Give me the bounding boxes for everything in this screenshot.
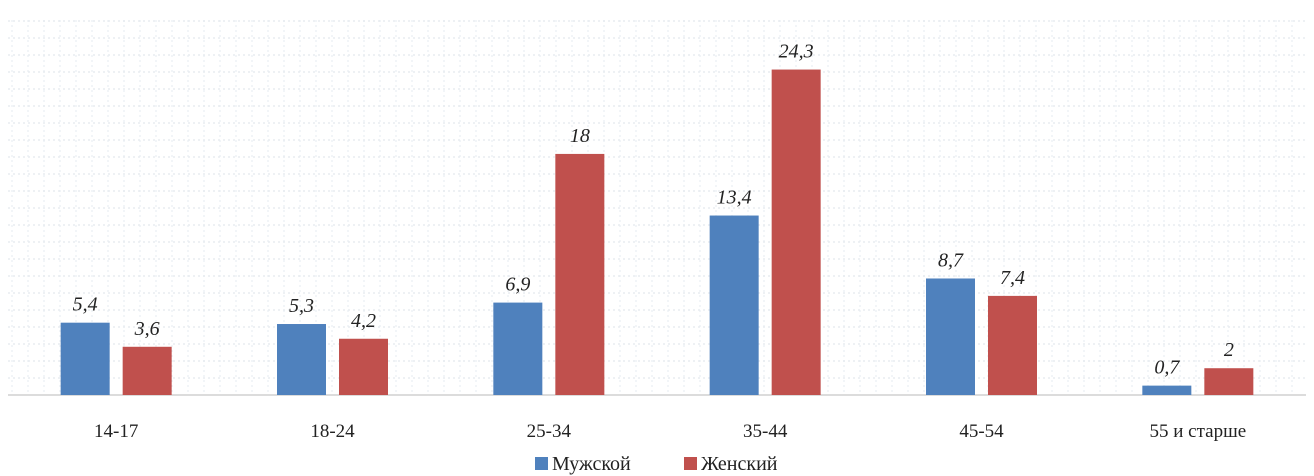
data-label: 7,4	[1000, 267, 1025, 289]
x-tick-label: 14-17	[94, 421, 138, 442]
bar-male-1	[277, 324, 326, 395]
data-label: 24,3	[779, 41, 814, 63]
x-tick-label: 55 и старше	[1150, 421, 1247, 442]
legend-label-female: Женский	[701, 453, 778, 475]
data-label: 4,2	[351, 310, 376, 332]
data-label: 5,4	[73, 294, 98, 316]
legend-swatch-female	[684, 457, 697, 470]
data-label: 8,7	[938, 249, 964, 271]
grid	[8, 20, 1306, 395]
bar-female-1	[339, 338, 388, 395]
bar-female-4	[988, 295, 1037, 395]
x-tick-label: 25-34	[527, 421, 572, 442]
data-label: 13,4	[717, 187, 752, 209]
bar-male-4	[926, 278, 975, 395]
data-label: 6,9	[505, 274, 530, 296]
bar-male-2	[493, 302, 543, 395]
x-tick-label: 35-44	[743, 421, 788, 442]
bar-female-5	[1204, 368, 1254, 395]
bar-female-3	[771, 69, 821, 395]
bar-male-0	[60, 322, 110, 395]
bar-female-2	[555, 153, 605, 395]
bar-male-3	[709, 215, 759, 395]
data-label: 0,7	[1154, 357, 1180, 379]
legend-swatch-male	[535, 457, 548, 470]
x-tick-label: 18-24	[310, 421, 355, 442]
x-tick-labels: 14-17 18-24 25-34 35-44 45-54 55 и старше	[94, 421, 1246, 442]
legend: Мужской Женский	[535, 453, 778, 475]
x-tick-label: 45-54	[959, 421, 1004, 442]
data-label: 18	[570, 125, 590, 147]
data-label: 2	[1224, 339, 1234, 361]
bar-female-0	[122, 346, 172, 395]
data-label: 3,6	[134, 318, 160, 340]
data-labels: 5,4 3,6 5,3 4,2 6,9 18 13,4 24,3 8,7 7,4 0,7 2	[73, 41, 1234, 379]
bar-male-5	[1142, 385, 1192, 395]
data-label: 5,3	[289, 295, 314, 317]
bars	[60, 69, 1254, 395]
legend-label-male: Мужской	[552, 453, 631, 475]
